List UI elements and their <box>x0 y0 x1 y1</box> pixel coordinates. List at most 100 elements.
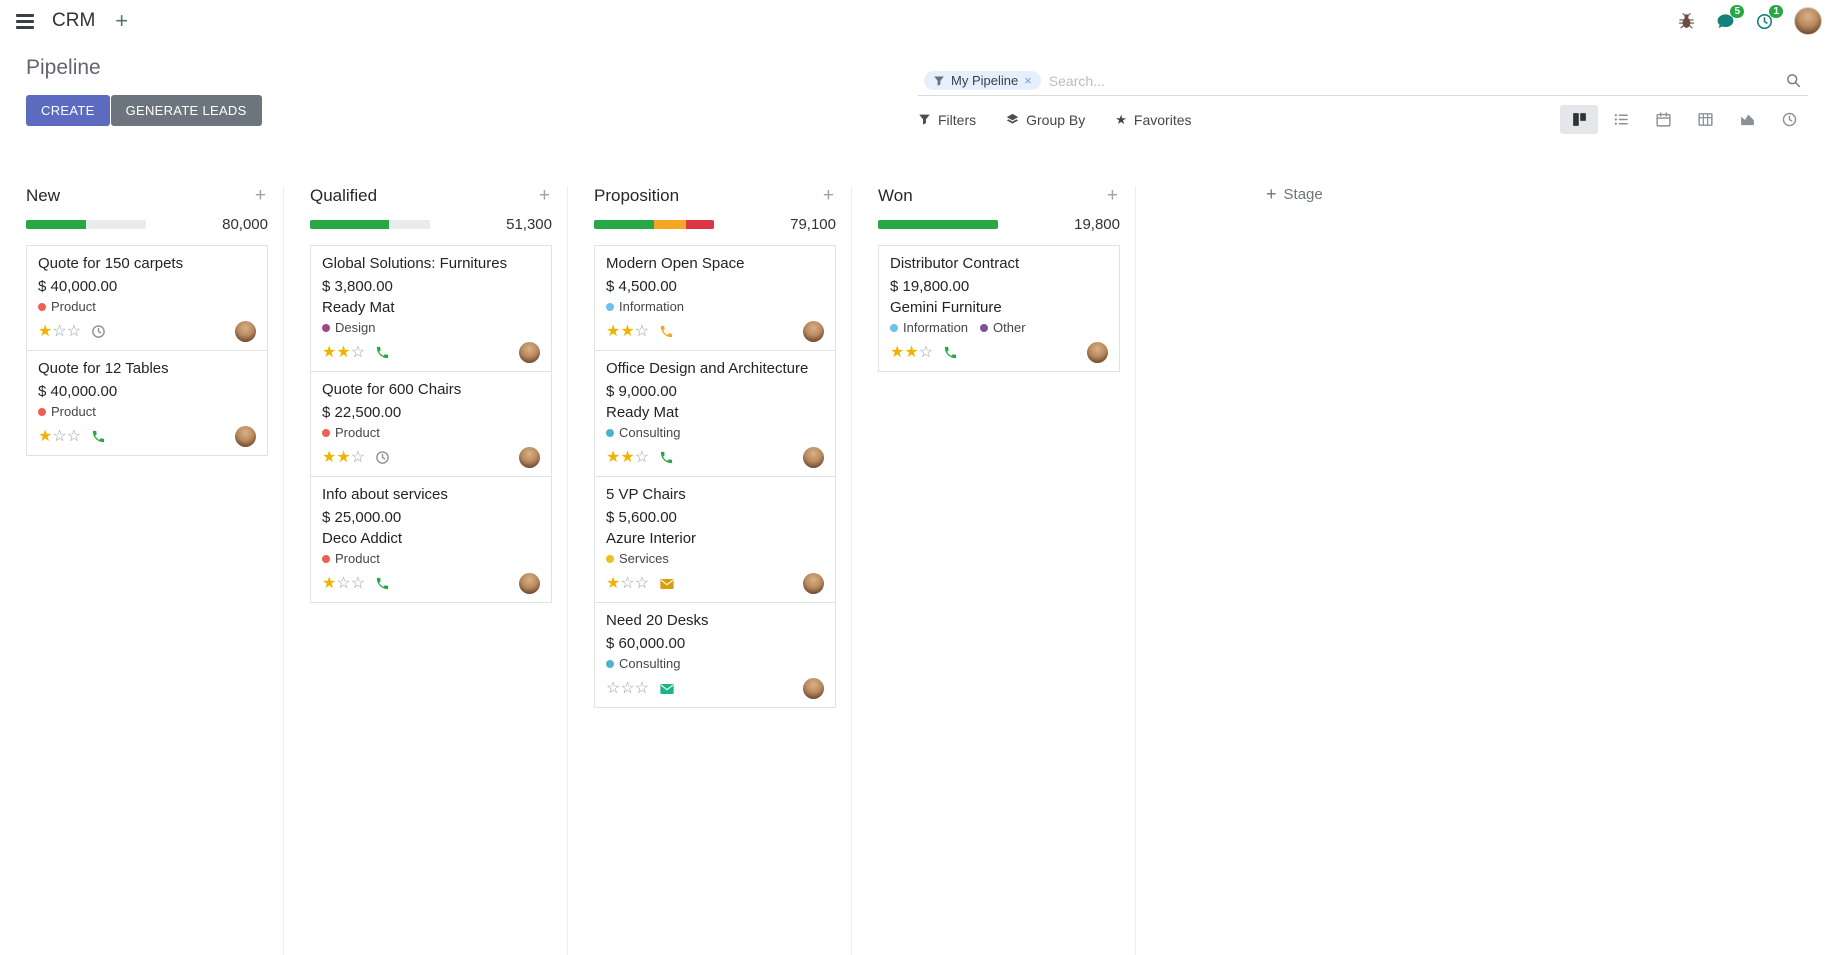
phone-icon[interactable] <box>375 576 390 591</box>
phone-icon[interactable] <box>659 324 674 339</box>
column-title[interactable]: New <box>26 186 61 205</box>
progress-segment-success[interactable] <box>310 220 390 229</box>
star-icon[interactable]: ★ <box>620 448 635 466</box>
progress-segment-success[interactable] <box>594 220 654 229</box>
column-add-button[interactable]: + <box>538 185 550 206</box>
avatar[interactable] <box>519 342 540 363</box>
column-progressbar[interactable] <box>26 220 146 229</box>
column-add-button[interactable]: + <box>822 185 834 206</box>
star-icon[interactable]: ☆ <box>634 574 650 592</box>
avatar[interactable] <box>1087 342 1108 363</box>
envelope-icon[interactable] <box>659 576 675 592</box>
progress-segment-danger[interactable] <box>686 220 714 229</box>
star-icon[interactable]: ☆ <box>336 574 351 592</box>
remove-facet-icon[interactable]: × <box>1024 73 1032 88</box>
view-activity-button[interactable] <box>1770 105 1808 134</box>
priority-widget[interactable]: ★☆☆ <box>38 428 81 446</box>
plus-icon[interactable]: + <box>111 10 132 32</box>
avatar[interactable] <box>803 321 824 342</box>
priority-widget[interactable]: ★★☆ <box>322 344 365 362</box>
view-graph-button[interactable] <box>1728 105 1766 134</box>
star-icon[interactable]: ★ <box>606 574 621 592</box>
star-icon[interactable]: ☆ <box>66 427 82 445</box>
avatar[interactable] <box>235 321 256 342</box>
phone-icon[interactable] <box>91 429 106 444</box>
star-icon[interactable]: ★ <box>606 448 621 466</box>
kanban-card[interactable]: Quote for 150 carpets $ 40,000.00 Produc… <box>26 245 268 351</box>
star-icon[interactable]: ☆ <box>620 679 635 697</box>
star-icon[interactable]: ☆ <box>350 574 366 592</box>
filters-menu[interactable]: Filters <box>918 112 976 128</box>
progress-segment-success[interactable] <box>26 220 86 229</box>
priority-widget[interactable]: ★☆☆ <box>606 575 649 593</box>
avatar[interactable] <box>803 573 824 594</box>
progress-segment-success[interactable] <box>878 220 998 229</box>
priority-widget[interactable]: ★☆☆ <box>38 323 81 341</box>
avatar[interactable] <box>803 678 824 699</box>
star-icon[interactable]: ☆ <box>606 679 621 697</box>
favorites-menu[interactable]: ★ Favorites <box>1115 112 1191 128</box>
column-title[interactable]: Qualified <box>310 186 378 205</box>
star-icon[interactable]: ☆ <box>350 343 366 361</box>
kanban-card[interactable]: Modern Open Space $ 4,500.00 Information… <box>594 245 836 351</box>
star-icon[interactable]: ★ <box>606 322 621 340</box>
star-icon[interactable]: ★ <box>38 427 53 445</box>
star-icon[interactable]: ★ <box>322 448 337 466</box>
group-by-menu[interactable]: Group By <box>1006 112 1085 128</box>
kanban-card[interactable]: Office Design and Architecture $ 9,000.0… <box>594 350 836 477</box>
bug-icon[interactable] <box>1677 12 1696 31</box>
user-avatar[interactable] <box>1794 7 1822 35</box>
clock-icon[interactable] <box>91 324 106 339</box>
view-kanban-button[interactable] <box>1560 105 1598 134</box>
kanban-card[interactable]: Need 20 Desks $ 60,000.00 Consulting ☆☆☆ <box>594 602 836 708</box>
star-icon[interactable]: ☆ <box>634 679 650 697</box>
clock-icon[interactable] <box>375 450 390 465</box>
phone-icon[interactable] <box>659 450 674 465</box>
star-icon[interactable]: ☆ <box>634 448 650 466</box>
avatar[interactable] <box>803 447 824 468</box>
search-input[interactable] <box>1048 72 1777 89</box>
star-icon[interactable]: ☆ <box>52 322 67 340</box>
avatar[interactable] <box>235 426 256 447</box>
view-pivot-button[interactable] <box>1686 105 1724 134</box>
priority-widget[interactable]: ★★☆ <box>606 449 649 467</box>
kanban-card[interactable]: Quote for 12 Tables $ 40,000.00 Product … <box>26 350 268 456</box>
kanban-card[interactable]: Distributor Contract $ 19,800.00 Gemini … <box>878 245 1120 372</box>
star-icon[interactable]: ★ <box>336 343 351 361</box>
star-icon[interactable]: ☆ <box>52 427 67 445</box>
column-add-button[interactable]: + <box>1106 185 1118 206</box>
star-icon[interactable]: ★ <box>322 574 337 592</box>
priority-widget[interactable]: ★☆☆ <box>322 575 365 593</box>
kanban-card[interactable]: Quote for 600 Chairs $ 22,500.00 Product… <box>310 371 552 477</box>
avatar[interactable] <box>519 447 540 468</box>
messages-icon[interactable]: 5 <box>1716 4 1744 31</box>
activity-clock-icon[interactable]: 1 <box>1755 4 1783 31</box>
column-progressbar[interactable] <box>310 220 430 229</box>
star-icon[interactable]: ☆ <box>350 448 366 466</box>
star-icon[interactable]: ★ <box>904 343 919 361</box>
app-name[interactable]: CRM <box>52 10 96 31</box>
phone-icon[interactable] <box>375 345 390 360</box>
column-progressbar[interactable] <box>594 220 714 229</box>
star-icon[interactable]: ☆ <box>918 343 934 361</box>
column-progressbar[interactable] <box>878 220 998 229</box>
kanban-card[interactable]: 5 VP Chairs $ 5,600.00 Azure Interior Se… <box>594 476 836 603</box>
priority-widget[interactable]: ★★☆ <box>606 323 649 341</box>
column-title[interactable]: Proposition <box>594 186 680 205</box>
star-icon[interactable]: ☆ <box>66 322 82 340</box>
priority-widget[interactable]: ☆☆☆ <box>606 680 649 698</box>
add-stage-button[interactable]: + Stage <box>1266 185 1323 203</box>
kanban-card[interactable]: Global Solutions: Furnitures $ 3,800.00 … <box>310 245 552 372</box>
create-button[interactable]: CREATE <box>26 95 110 126</box>
priority-widget[interactable]: ★★☆ <box>322 449 365 467</box>
star-icon[interactable]: ☆ <box>620 574 635 592</box>
star-icon[interactable]: ★ <box>38 322 53 340</box>
avatar[interactable] <box>519 573 540 594</box>
column-title[interactable]: Won <box>878 186 913 205</box>
star-icon[interactable]: ★ <box>322 343 337 361</box>
view-list-button[interactable] <box>1602 105 1640 134</box>
apps-menu-icon[interactable] <box>14 10 36 33</box>
priority-widget[interactable]: ★★☆ <box>890 344 933 362</box>
star-icon[interactable]: ☆ <box>634 322 650 340</box>
kanban-card[interactable]: Info about services $ 25,000.00 Deco Add… <box>310 476 552 603</box>
